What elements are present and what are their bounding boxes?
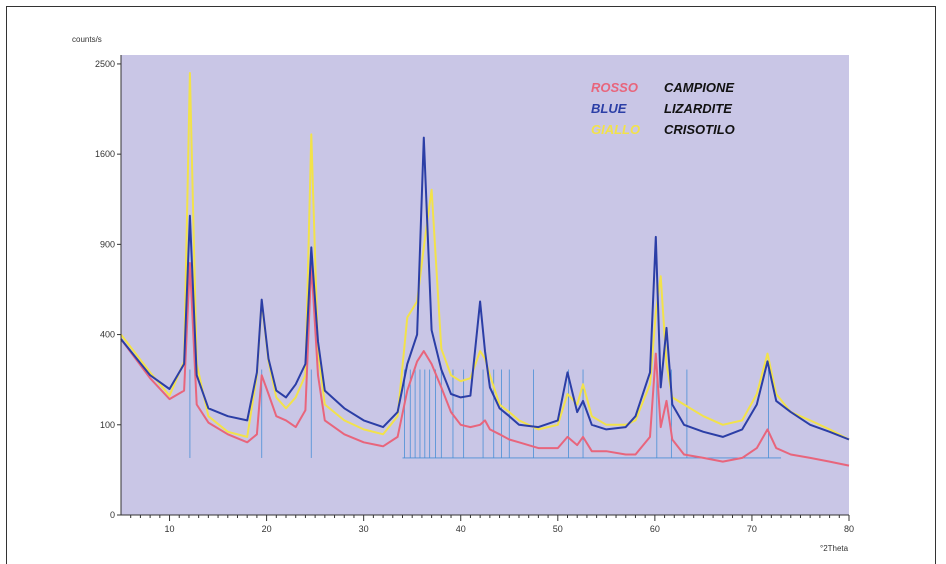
y-tick-label: 400 xyxy=(100,330,115,340)
x-tick-label: 80 xyxy=(844,524,854,534)
x-tick-label: 60 xyxy=(650,524,660,534)
series-layer xyxy=(120,72,850,467)
y-tick-label: 0 xyxy=(110,510,115,520)
legend-name-lizardite: LIZARDITE xyxy=(664,101,732,116)
legend-key-giallo: GIALLO xyxy=(591,122,640,137)
y-tick-label: 1600 xyxy=(95,149,115,159)
x-tick-label: 10 xyxy=(165,524,175,534)
y-tick-label: 100 xyxy=(100,420,115,430)
x-tick-label: 20 xyxy=(262,524,272,534)
series-line-campione xyxy=(120,262,850,467)
x-axis-ticks: 10 20 30 40 50 60 70 80 xyxy=(130,515,854,534)
y-axis-ticks: 0 100 400 900 1600 2500 xyxy=(95,59,121,520)
legend-key-rosso: ROSSO xyxy=(591,80,638,95)
y-tick-label: 2500 xyxy=(95,59,115,69)
y-axis-label: counts/s xyxy=(72,35,102,44)
x-tick-label: 30 xyxy=(359,524,369,534)
y-tick-label: 900 xyxy=(100,239,115,249)
figure-frame xyxy=(6,6,936,564)
legend-name-crisotilo: CRISOTILO xyxy=(664,122,735,137)
plot-background xyxy=(121,55,849,515)
x-tick-label: 50 xyxy=(553,524,563,534)
x-tick-label: 70 xyxy=(747,524,757,534)
legend-key-blue: BLUE xyxy=(591,101,627,116)
legend: ROSSO CAMPIONE BLUE LIZARDITE GIALLO CRI… xyxy=(591,80,735,137)
x-tick-label: 40 xyxy=(456,524,466,534)
legend-name-campione: CAMPIONE xyxy=(664,80,734,95)
series-line-lizardite xyxy=(120,136,850,441)
x-axis-label: °2Theta xyxy=(820,544,849,553)
